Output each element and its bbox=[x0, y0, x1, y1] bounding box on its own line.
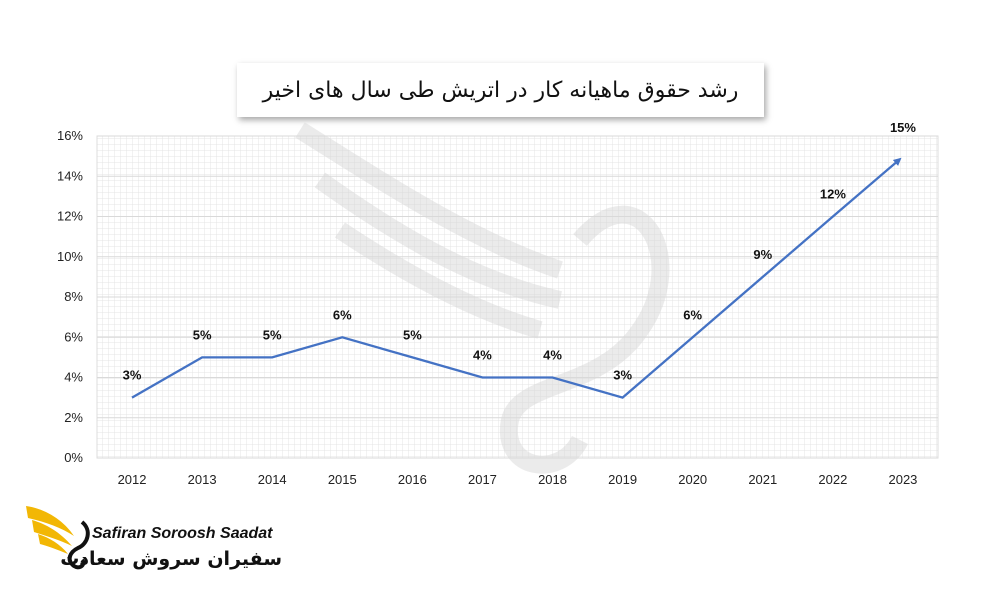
x-tick-label: 2014 bbox=[258, 472, 287, 487]
data-label: 6% bbox=[333, 307, 352, 322]
x-tick-label: 2022 bbox=[818, 472, 847, 487]
x-tick-label: 2017 bbox=[468, 472, 497, 487]
data-label: 3% bbox=[123, 368, 142, 383]
data-label: 5% bbox=[193, 327, 212, 342]
data-label: 9% bbox=[753, 247, 772, 262]
x-tick-label: 2018 bbox=[538, 472, 567, 487]
y-tick-label: 10% bbox=[57, 249, 83, 264]
data-label: 6% bbox=[683, 307, 702, 322]
y-tick-label: 8% bbox=[64, 289, 83, 304]
data-label: 4% bbox=[543, 348, 562, 363]
x-tick-label: 2015 bbox=[328, 472, 357, 487]
eagle-wing-icon bbox=[26, 506, 90, 570]
y-tick-label: 4% bbox=[64, 370, 83, 385]
y-tick-label: 6% bbox=[64, 329, 83, 344]
y-tick-label: 16% bbox=[57, 128, 83, 143]
data-label: 5% bbox=[403, 327, 422, 342]
y-tick-label: 14% bbox=[57, 168, 83, 183]
x-tick-label: 2023 bbox=[888, 472, 917, 487]
x-tick-label: 2013 bbox=[188, 472, 217, 487]
data-label: 4% bbox=[473, 348, 492, 363]
x-tick-label: 2012 bbox=[118, 472, 147, 487]
data-label: 15% bbox=[890, 120, 916, 135]
y-tick-label: 0% bbox=[64, 450, 83, 465]
series-line bbox=[131, 157, 902, 399]
data-label: 12% bbox=[820, 187, 846, 202]
chart-title: رشد حقوق ماهیانه کار در اتریش طی سال های… bbox=[262, 77, 739, 103]
y-tick-label: 12% bbox=[57, 209, 83, 224]
logo-name-fa: سفیران سروش سعادت bbox=[60, 548, 282, 570]
brand-logo: Safiran Soroosh Saadat سفیران سروش سعادت bbox=[22, 496, 292, 576]
x-tick-label: 2019 bbox=[608, 472, 637, 487]
logo-name-en: Safiran Soroosh Saadat bbox=[92, 525, 273, 542]
data-label: 3% bbox=[613, 368, 632, 383]
y-tick-label: 2% bbox=[64, 410, 83, 425]
x-tick-label: 2016 bbox=[398, 472, 427, 487]
x-tick-label: 2021 bbox=[748, 472, 777, 487]
chart-title-box: رشد حقوق ماهیانه کار در اتریش طی سال های… bbox=[237, 63, 764, 117]
x-tick-label: 2020 bbox=[678, 472, 707, 487]
data-label: 5% bbox=[263, 327, 282, 342]
